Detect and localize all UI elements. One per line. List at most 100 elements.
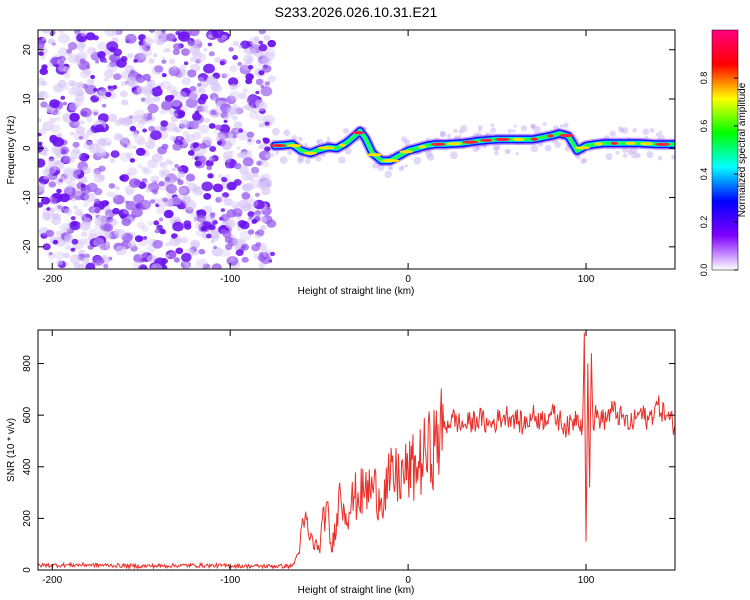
noise-speckle xyxy=(142,236,148,241)
noise-speckle xyxy=(224,72,230,78)
noise-speckle xyxy=(182,131,190,137)
noise-speckle xyxy=(253,36,260,42)
noise-speckle xyxy=(46,207,51,211)
noise-speckle xyxy=(248,198,259,208)
ridge-halo xyxy=(622,153,628,158)
noise-speckle xyxy=(133,90,141,97)
ridge-halo xyxy=(530,144,539,153)
noise-speckle xyxy=(60,156,70,164)
ridge-halo xyxy=(646,151,654,158)
noise-speckle xyxy=(234,128,239,133)
noise-speckle xyxy=(252,212,263,221)
ridge-peak xyxy=(366,153,383,157)
noise-speckle xyxy=(189,30,200,37)
noise-speckle xyxy=(41,37,47,41)
noise-speckle xyxy=(41,196,51,205)
noise-speckle xyxy=(168,174,178,183)
noise-speckle xyxy=(39,128,47,135)
noise-speckle xyxy=(254,233,260,239)
noise-speckle xyxy=(79,221,91,231)
ridge-halo xyxy=(315,155,322,162)
noise-speckle xyxy=(56,230,63,237)
ridge-halo xyxy=(563,122,569,128)
noise-speckle xyxy=(187,150,195,156)
noise-speckle xyxy=(82,201,90,208)
noise-speckle xyxy=(266,219,277,228)
noise-speckle xyxy=(215,196,223,203)
noise-speckle xyxy=(203,193,212,200)
noise-speckle xyxy=(67,53,80,64)
noise-speckle xyxy=(64,244,72,251)
noise-speckle xyxy=(263,34,271,41)
noise-speckle xyxy=(188,250,195,255)
noise-speckle xyxy=(93,167,102,175)
noise-speckle xyxy=(94,223,102,230)
noise-speckle xyxy=(86,128,94,135)
ridge-halo xyxy=(655,132,660,137)
noise-speckle xyxy=(245,73,254,81)
noise-speckle xyxy=(103,223,114,232)
ridge-halo xyxy=(615,150,620,155)
noise-speckle xyxy=(247,229,255,235)
noise-speckle xyxy=(209,146,217,152)
noise-speckle xyxy=(78,136,83,140)
noise-speckle xyxy=(107,85,113,90)
ridge-peak xyxy=(303,151,317,155)
noise-speckle xyxy=(258,40,264,45)
noise-speckle xyxy=(215,124,222,131)
ridge-peak xyxy=(574,146,591,150)
noise-speckle xyxy=(208,224,216,231)
noise-speckle xyxy=(120,81,127,87)
ridge-halo xyxy=(477,125,483,130)
noise-speckle xyxy=(121,117,132,127)
noise-speckle xyxy=(194,52,207,63)
noise-speckle xyxy=(81,231,88,237)
noise-speckle xyxy=(43,174,50,180)
noise-speckle xyxy=(42,206,55,217)
noise-speckle xyxy=(73,205,78,210)
noise-speckle xyxy=(264,81,271,86)
noise-speckle xyxy=(209,156,215,162)
noise-speckle xyxy=(225,243,233,250)
noise-speckle xyxy=(269,251,276,257)
ridge-peak xyxy=(462,140,479,144)
ridge-halo xyxy=(404,164,408,168)
ridge-peak xyxy=(339,143,346,147)
y-tick-label: 600 xyxy=(22,406,33,423)
noise-speckle xyxy=(221,176,228,183)
ridge-halo xyxy=(494,146,499,151)
noise-speckle xyxy=(172,127,179,133)
noise-speckle xyxy=(183,120,190,126)
noise-speckle xyxy=(71,197,76,202)
noise-speckle xyxy=(199,80,209,88)
noise-speckle xyxy=(68,79,77,87)
noise-speckle xyxy=(154,65,164,73)
noise-speckle xyxy=(42,152,48,157)
noise-speckle xyxy=(232,115,239,121)
ridge-halo xyxy=(605,153,613,161)
noise-speckle xyxy=(134,135,145,144)
noise-speckle xyxy=(86,78,95,86)
noise-speckle xyxy=(197,73,209,82)
noise-speckle xyxy=(42,30,50,34)
ridge-halo xyxy=(287,149,293,156)
noise-speckle xyxy=(70,247,76,252)
noise-speckle xyxy=(238,199,250,209)
noise-speckle xyxy=(232,55,239,60)
noise-speckle xyxy=(180,87,192,97)
noise-speckle xyxy=(70,174,78,182)
noise-speckle xyxy=(251,218,258,224)
noise-speckle xyxy=(222,192,229,198)
noise-speckle xyxy=(185,173,196,182)
noise-speckle xyxy=(49,134,57,141)
noise-speckle xyxy=(55,116,61,122)
noise-speckle xyxy=(142,73,151,81)
ridge-halo xyxy=(671,154,675,160)
noise-speckle xyxy=(163,209,174,219)
noise-speckle xyxy=(58,33,70,44)
noise-speckle xyxy=(259,108,266,114)
noise-speckle xyxy=(264,47,276,57)
noise-speckle xyxy=(94,124,105,133)
noise-speckle xyxy=(228,47,234,52)
noise-speckle xyxy=(200,226,207,232)
